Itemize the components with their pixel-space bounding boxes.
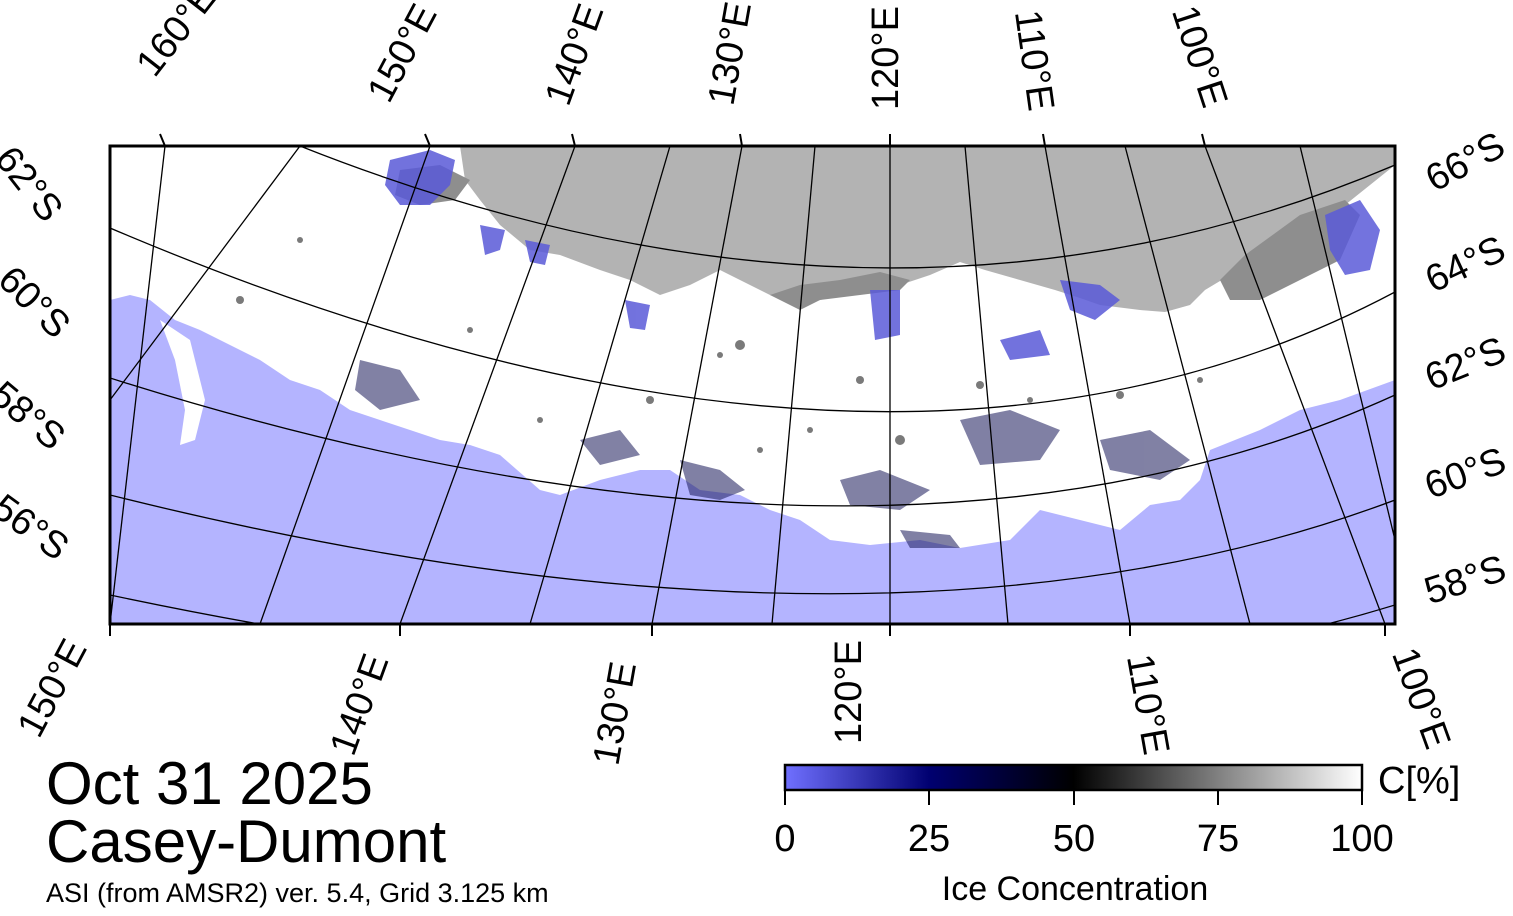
colorbar-tick-label: 75 (1196, 818, 1240, 860)
map-date: Oct 31 2025 (46, 750, 373, 817)
colorbar-tick-label: 100 (1330, 818, 1394, 860)
colorbar-title: Ice Concentration (941, 870, 1209, 908)
colorbar-tick-label: 25 (907, 818, 951, 860)
map-area (110, 146, 1395, 624)
frame-ticks (109, 133, 1386, 636)
map-region: Casey-Dumont (46, 808, 447, 875)
ice-tongue (160, 320, 205, 445)
longitude-lines (110, 146, 1395, 624)
latitude-lines (110, 146, 1395, 624)
colorbar-tick-label: 0 (774, 818, 796, 860)
top-lon-label: 120°E (865, 6, 907, 110)
bottom-lon-label: 120°E (828, 640, 870, 744)
low-concentration-patches (385, 150, 1380, 360)
ice-shelf (770, 272, 910, 310)
ice-texture-dots (236, 237, 1203, 453)
colorbar-tick-label: 50 (1052, 818, 1096, 860)
data-source: ASI (from AMSR2) ver. 5.4, Grid 3.125 km (46, 878, 549, 908)
colorbar-unit: C[%] (1378, 760, 1461, 802)
map-frame (108, 144, 1397, 626)
colorbar (783, 763, 1364, 792)
antarctic-land (460, 146, 1395, 312)
colorbar-ticks (784, 790, 1363, 805)
ice-shelf (1220, 200, 1360, 300)
marginal-ice-zone (355, 360, 1190, 548)
